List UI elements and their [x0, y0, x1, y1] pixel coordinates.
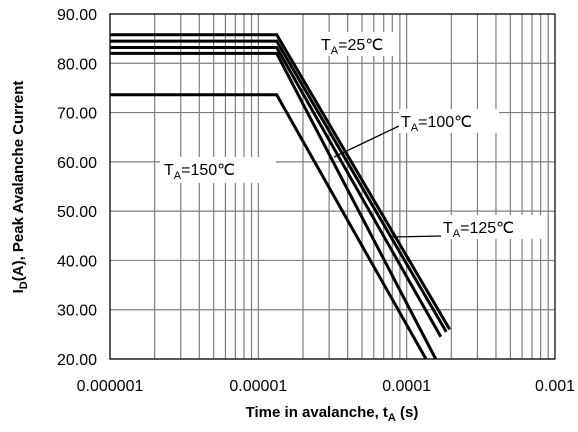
grid [109, 13, 555, 360]
y-axis-title: ID(A), Peak Avalanche Current [10, 81, 30, 294]
series-line-1 [110, 33, 451, 331]
x-tick-labels: 0.000001 0.00001 0.0001 0.001 [77, 378, 575, 395]
annotation-100: TA=100℃ [401, 114, 472, 134]
x-axis-title: Time in avalanche, tA (s) [246, 404, 419, 424]
annotation-leader-125 [391, 235, 442, 238]
y-tick-label: 70.00 [57, 106, 97, 123]
annotation-bg-125 [441, 215, 543, 239]
annotation-leader-100 [333, 125, 400, 158]
series-lines [110, 33, 451, 360]
series-line-2 [110, 39, 448, 333]
series-line-3 [110, 46, 443, 338]
x-tick-label: 0.001 [535, 378, 575, 395]
annotation-150: TA=150℃ [164, 162, 235, 182]
annotation-bg-25 [318, 32, 398, 56]
series-line-4 [110, 93, 428, 360]
plot-border [109, 13, 556, 360]
x-tick-label: 0.00001 [229, 378, 287, 395]
y-tick-label: 50.00 [57, 204, 97, 221]
y-tick-label: 20.00 [57, 352, 97, 369]
y-tick-label: 30.00 [57, 303, 97, 320]
y-tick-labels: 20.00 30.00 40.00 50.00 60.00 70.00 80.00 90.00 [57, 7, 97, 369]
annotation-bg-150 [160, 157, 276, 183]
annotation-125: TA=125℃ [443, 220, 514, 240]
y-tick-label: 90.00 [57, 7, 97, 24]
y-tick-label: 80.00 [57, 56, 97, 73]
annotation-25: TA=25℃ [321, 37, 383, 57]
annotation-bg-100 [399, 109, 499, 133]
series-line-5 [110, 51, 438, 360]
x-tick-label: 0.0001 [382, 378, 431, 395]
y-tick-label: 60.00 [57, 155, 97, 172]
x-tick-label: 0.000001 [77, 378, 144, 395]
y-tick-label: 40.00 [57, 253, 97, 270]
